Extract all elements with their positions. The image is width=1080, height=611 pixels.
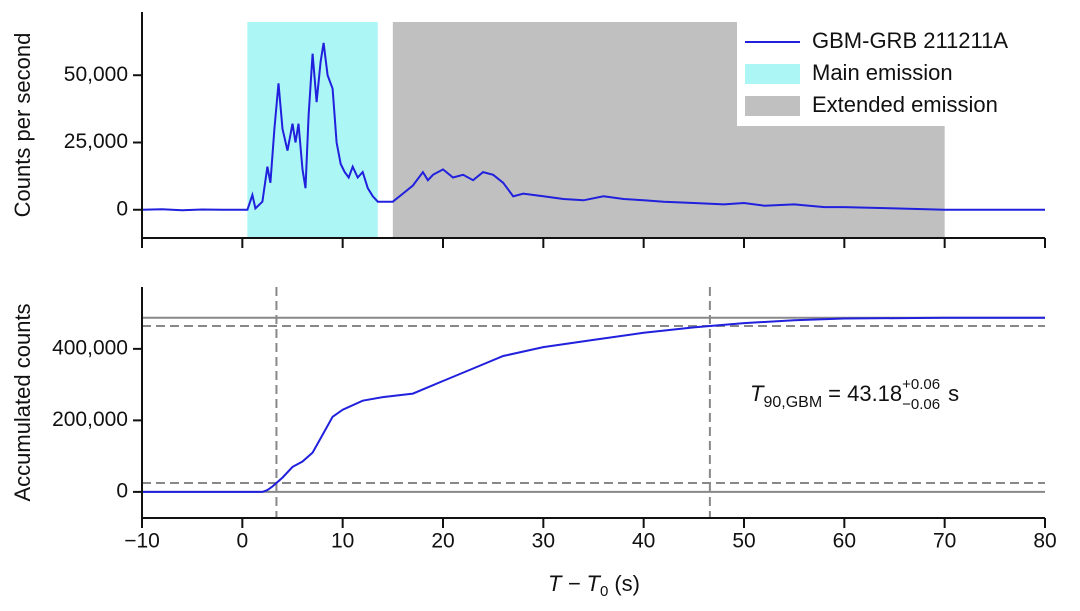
legend-label: Extended emission bbox=[812, 92, 998, 117]
x-axis-label-sub: 0 bbox=[600, 583, 608, 600]
x-tick-label: 30 bbox=[532, 530, 555, 553]
x-tick-label: 40 bbox=[632, 530, 655, 553]
annotation-sup: +0.06 bbox=[902, 376, 940, 393]
y-axis-label: Accumulated counts bbox=[10, 303, 35, 501]
annotation-subscript: 90,GBM bbox=[763, 394, 822, 411]
x-tick-label: 50 bbox=[732, 530, 755, 553]
legend-label: Main emission bbox=[812, 60, 953, 85]
data-line bbox=[141, 42, 1045, 212]
legend-swatch bbox=[745, 96, 800, 116]
x-axis-label: T − T0 (s) bbox=[548, 571, 640, 600]
annotation-text: = 43.18 bbox=[828, 381, 902, 406]
x-tick-label: 0 bbox=[236, 530, 248, 553]
x-tick-label: 70 bbox=[933, 530, 956, 553]
annotation: T90,GBM = 43.18+0.06 bbox=[750, 376, 940, 411]
x-axis-label-main: T − T bbox=[548, 571, 602, 596]
x-tick-label: 10 bbox=[331, 530, 354, 553]
x-tick-label: 20 bbox=[431, 530, 454, 553]
legend-swatch bbox=[745, 64, 800, 84]
x-tick-label: 80 bbox=[1033, 530, 1056, 553]
y-tick-label: 50,000 bbox=[64, 63, 128, 86]
x-tick-label: −10 bbox=[124, 530, 160, 553]
x-tick-label: 60 bbox=[833, 530, 856, 553]
y-axis-label: Counts per second bbox=[10, 33, 35, 218]
y-tick-label: 400,000 bbox=[52, 336, 128, 359]
x-axis-label-unit: (s) bbox=[614, 571, 640, 596]
annotation-symbol: T bbox=[750, 381, 765, 406]
data-line bbox=[142, 316, 1045, 493]
legend-label: GBM-GRB 211211A bbox=[812, 28, 1008, 53]
y-tick-label: 200,000 bbox=[52, 408, 128, 431]
y-tick-label: 0 bbox=[116, 197, 128, 220]
annotation-sub: −0.06 bbox=[902, 396, 940, 413]
y-tick-label: 25,000 bbox=[64, 130, 128, 153]
annotation-unit: s bbox=[948, 381, 959, 406]
y-tick-label: 0 bbox=[116, 479, 128, 502]
